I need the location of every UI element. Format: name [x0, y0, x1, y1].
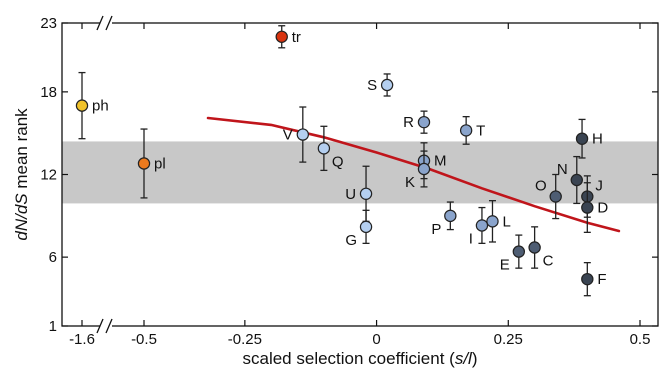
- data-point-V: V: [283, 106, 310, 163]
- y-axis-title-rest: mean rank: [12, 108, 31, 194]
- point-marker: [137, 157, 151, 170]
- point-marker: [359, 187, 373, 200]
- data-point-ph: ph: [75, 71, 109, 140]
- point-marker: [475, 219, 489, 232]
- point-label: S: [367, 77, 377, 94]
- point-label: O: [535, 178, 547, 195]
- point-marker: [417, 162, 431, 176]
- x-axis-title-prefix: scaled selection coefficient (: [243, 349, 456, 368]
- point-marker: [317, 142, 331, 155]
- point-label: K: [405, 174, 415, 191]
- point-label: L: [502, 213, 510, 230]
- point-marker: [75, 99, 89, 112]
- point-label: Q: [332, 153, 344, 170]
- point-marker: [275, 30, 288, 43]
- data-point-S: S: [367, 73, 394, 97]
- point-label: G: [345, 232, 357, 249]
- data-point-E: E: [500, 234, 526, 274]
- point-label: I: [469, 230, 473, 247]
- point-marker: [512, 245, 526, 258]
- data-point-pl: pl: [137, 128, 166, 199]
- data-point-G: G: [345, 209, 373, 249]
- point-label: J: [595, 178, 603, 195]
- point-label: M: [434, 153, 447, 170]
- point-label: pl: [154, 155, 166, 172]
- point-label: tr: [292, 29, 301, 46]
- data-point-K: K: [405, 150, 431, 191]
- point-marker: [570, 173, 583, 187]
- point-marker: [549, 190, 562, 203]
- axis-break-slash: [96, 318, 104, 334]
- x-tick-label: 0.5: [630, 331, 651, 348]
- data-point-C: C: [528, 226, 554, 269]
- point-label: ph: [92, 98, 109, 115]
- point-label: C: [543, 252, 554, 269]
- point-marker: [486, 215, 499, 228]
- data-point-L: L: [486, 200, 511, 243]
- axis-break-gap: [100, 17, 112, 29]
- data-point-H: H: [575, 118, 603, 159]
- point-marker: [581, 272, 594, 286]
- data-point-P: P: [431, 201, 457, 238]
- x-tick-label: 0.25: [494, 331, 523, 348]
- bottom-axis-break: [96, 318, 113, 334]
- x-tick-label: -0.25: [228, 331, 262, 348]
- point-label: V: [283, 127, 293, 144]
- points-layer: ph pl tr S R T V Q M K U G P L I E C H NO JD F: [75, 25, 608, 297]
- y-tick-label: 23: [40, 15, 57, 32]
- x-tick-label: -1.6: [69, 331, 95, 348]
- data-point-F: F: [581, 261, 606, 297]
- data-point-O: O: [535, 173, 562, 220]
- point-marker: [359, 220, 373, 234]
- top-axis-break: [96, 15, 113, 31]
- point-marker: [581, 201, 594, 214]
- point-label: D: [597, 200, 608, 217]
- data-point-I: I: [469, 206, 489, 247]
- point-label: H: [592, 131, 603, 148]
- y-tick-label: 1: [49, 318, 57, 335]
- axes-layer: 1 6 12 18 23 -1.6 -0.5 -0.25 0 0.25 0.5: [40, 15, 659, 348]
- axis-break-slash: [96, 15, 104, 31]
- data-point-tr: tr: [275, 25, 301, 49]
- point-label: E: [500, 257, 510, 274]
- point-marker: [444, 209, 457, 223]
- y-axis-title-italic: dN/dS: [12, 193, 31, 241]
- point-marker: [528, 241, 541, 254]
- y-tick-label: 6: [49, 249, 57, 266]
- point-label: R: [403, 114, 414, 131]
- data-point-D: D: [581, 182, 608, 233]
- data-point-N: N: [557, 155, 583, 205]
- point-marker: [575, 132, 589, 145]
- x-tick-label: 0: [372, 331, 380, 348]
- data-point-Q: Q: [317, 125, 344, 172]
- point-label: U: [345, 186, 356, 203]
- axis-break-gap: [100, 320, 112, 332]
- point-marker: [296, 128, 310, 141]
- point-label: T: [476, 122, 485, 139]
- point-label: P: [431, 221, 441, 238]
- x-tick-label: -0.5: [131, 331, 157, 348]
- data-point-U: U: [345, 165, 373, 222]
- point-marker: [459, 124, 473, 137]
- axis-break-slash: [105, 15, 113, 31]
- axis-break-slash: [105, 318, 113, 334]
- x-axis-title-italic: s/l: [455, 349, 473, 368]
- point-marker: [380, 78, 394, 92]
- data-point-R: R: [403, 110, 431, 134]
- point-label: N: [557, 161, 568, 178]
- point-label: F: [597, 271, 606, 288]
- point-marker: [417, 115, 431, 129]
- y-tick-label: 12: [40, 167, 57, 184]
- x-axis-title-suffix: ): [472, 349, 478, 368]
- y-axis-title: dN/dS mean rank: [12, 108, 31, 241]
- x-axis-title: scaled selection coefficient (s/l): [243, 349, 478, 368]
- y-tick-label: 18: [40, 84, 57, 101]
- data-point-T: T: [459, 116, 485, 145]
